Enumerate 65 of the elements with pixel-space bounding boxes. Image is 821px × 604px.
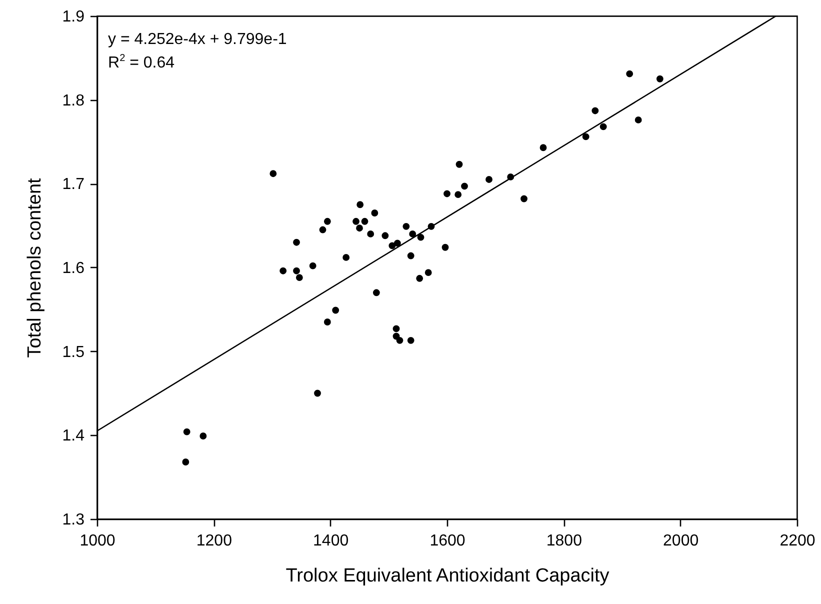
point (352, 218, 360, 225)
y-tick-label: 1.6 (62, 260, 85, 277)
y-tick-label: 1.4 (62, 428, 85, 445)
point (296, 274, 303, 282)
point (540, 144, 547, 152)
point (372, 289, 380, 296)
point (200, 432, 207, 440)
point (280, 267, 287, 274)
point (314, 390, 321, 397)
point (407, 252, 414, 260)
y-tick-label: 1.7 (62, 176, 85, 194)
x-tick-label: 1400 (313, 532, 349, 550)
point (392, 325, 400, 332)
point (356, 224, 363, 232)
point (182, 458, 190, 466)
y-tick-label: 1.5 (62, 344, 85, 361)
point (582, 133, 590, 140)
x-tick-label: 2200 (780, 532, 816, 550)
x-tick-label: 1800 (546, 532, 582, 550)
point (416, 274, 424, 282)
point (319, 226, 326, 234)
x-tick-label: 1000 (80, 532, 116, 550)
annotation: R$^{2}$ = 0.64 (108, 52, 176, 72)
y-tick-label: 1.3 (62, 512, 85, 528)
point (361, 218, 368, 225)
point (592, 107, 599, 114)
y-tick-label: 1.8 (62, 92, 85, 110)
point (382, 232, 389, 240)
point (402, 222, 410, 230)
point (293, 238, 300, 246)
point (183, 428, 190, 436)
point (520, 195, 528, 202)
y-tick-label: 1.9 (62, 8, 85, 26)
point (324, 318, 331, 326)
point (600, 123, 607, 130)
point (424, 269, 432, 276)
point (456, 160, 463, 168)
point (442, 244, 449, 251)
point (626, 70, 634, 78)
point (396, 336, 404, 344)
x-tick-label: 1200 (196, 532, 232, 550)
point (656, 75, 664, 82)
point (417, 234, 424, 241)
point (293, 267, 300, 274)
point (356, 201, 364, 208)
point (270, 170, 277, 178)
point (486, 176, 492, 183)
y-axis-title: Total phenols content (24, 177, 46, 358)
point (367, 230, 374, 238)
point (634, 116, 642, 124)
point (444, 190, 450, 198)
point (394, 240, 401, 247)
point (324, 218, 331, 225)
x-axis-title: Trolox Equivalent Antioxidant Capacity (286, 566, 610, 586)
point (409, 230, 416, 238)
x-tick-label: 1600 (430, 532, 466, 550)
point (371, 210, 378, 216)
point (461, 182, 468, 190)
point (454, 191, 462, 198)
point (342, 254, 350, 261)
point (309, 262, 316, 270)
point (407, 336, 414, 344)
point (332, 306, 340, 314)
x-tick-label: 2000 (663, 532, 699, 550)
annotation: y = 4.252e-4x + 9.799e-1 (108, 30, 287, 49)
